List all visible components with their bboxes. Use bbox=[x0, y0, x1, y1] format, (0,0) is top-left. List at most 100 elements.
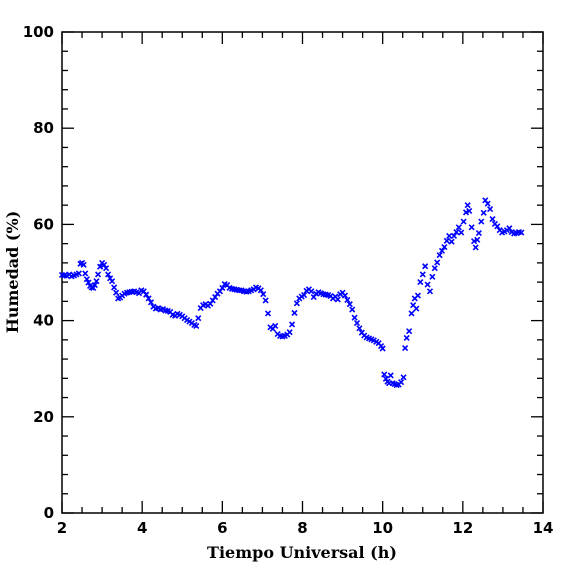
data-point bbox=[193, 322, 200, 329]
data-point bbox=[349, 306, 356, 313]
data-point bbox=[518, 229, 525, 236]
data-point bbox=[484, 200, 491, 207]
data-point bbox=[195, 315, 202, 322]
data-point bbox=[289, 321, 296, 328]
x-tick-label: 12 bbox=[452, 519, 473, 537]
y-tick-label: 40 bbox=[33, 312, 54, 330]
data-point bbox=[406, 328, 413, 335]
data-point bbox=[474, 236, 481, 243]
data-point bbox=[381, 371, 388, 378]
data-point bbox=[111, 284, 118, 291]
data-point bbox=[93, 278, 100, 285]
data-point bbox=[414, 292, 422, 299]
data-point bbox=[353, 319, 361, 327]
data-point bbox=[417, 279, 424, 286]
data-point bbox=[351, 314, 358, 321]
data-point bbox=[434, 259, 441, 266]
data-point bbox=[426, 288, 434, 295]
data-point bbox=[424, 281, 431, 288]
data-point bbox=[334, 296, 341, 303]
x-tick-label: 14 bbox=[533, 519, 554, 537]
x-axis-title: Tiempo Universal (h) bbox=[207, 543, 397, 562]
data-point bbox=[109, 278, 116, 285]
x-tick-label: 8 bbox=[297, 519, 307, 537]
data-point bbox=[429, 273, 436, 280]
data-point bbox=[82, 270, 89, 277]
data-point bbox=[90, 284, 97, 291]
data-point bbox=[403, 334, 410, 341]
data-point bbox=[97, 263, 104, 270]
data-point bbox=[408, 310, 415, 317]
data-point bbox=[450, 232, 458, 240]
data-point bbox=[446, 232, 453, 240]
data-point bbox=[301, 292, 308, 299]
x-tick-label: 2 bbox=[57, 519, 67, 537]
x-tick-label: 4 bbox=[137, 519, 147, 537]
x-tick-label: 6 bbox=[217, 519, 227, 537]
data-point bbox=[272, 322, 279, 329]
data-point bbox=[472, 244, 479, 251]
data-point bbox=[113, 289, 120, 296]
data-point bbox=[145, 295, 152, 302]
data-point bbox=[422, 263, 429, 270]
data-point bbox=[480, 209, 487, 216]
x-tick-label: 10 bbox=[372, 519, 393, 537]
data-point bbox=[83, 276, 90, 283]
data-point bbox=[460, 218, 467, 225]
data-point bbox=[487, 205, 494, 213]
data-point bbox=[257, 287, 264, 294]
data-point bbox=[260, 291, 267, 298]
data-point bbox=[346, 301, 353, 308]
data-point bbox=[85, 279, 92, 286]
data-point bbox=[387, 372, 394, 379]
plot-frame bbox=[61, 31, 544, 514]
data-point bbox=[419, 271, 426, 278]
data-point bbox=[470, 238, 478, 245]
data-point bbox=[80, 261, 87, 268]
axis-ticks bbox=[61, 31, 544, 514]
data-point bbox=[489, 216, 496, 223]
data-point bbox=[436, 252, 443, 259]
data-point bbox=[468, 224, 475, 231]
data-point bbox=[219, 284, 226, 291]
data-point bbox=[308, 288, 315, 295]
data-point bbox=[453, 229, 460, 236]
data-point bbox=[438, 247, 446, 254]
data-point bbox=[458, 229, 465, 236]
y-tick-label: 20 bbox=[33, 408, 54, 426]
y-tick-label: 80 bbox=[33, 119, 54, 137]
data-point bbox=[264, 310, 272, 317]
y-tick-label: 100 bbox=[23, 23, 54, 41]
data-point bbox=[431, 265, 438, 272]
data-point bbox=[95, 271, 102, 278]
data-point bbox=[143, 291, 150, 298]
data-points bbox=[58, 197, 525, 389]
data-point bbox=[402, 344, 409, 352]
data-point bbox=[105, 271, 112, 278]
data-point bbox=[262, 297, 269, 304]
x-tick-labels: 2 4 6 8 10 12 14 bbox=[57, 519, 554, 537]
data-point bbox=[344, 296, 351, 303]
data-point bbox=[147, 299, 155, 306]
data-point bbox=[91, 281, 98, 289]
y-tick-labels: 0 20 40 60 80 100 bbox=[23, 23, 54, 522]
data-point bbox=[103, 265, 110, 272]
data-point bbox=[462, 209, 470, 216]
data-point bbox=[466, 207, 473, 214]
data-point bbox=[75, 270, 82, 277]
data-point bbox=[398, 379, 405, 386]
data-point bbox=[101, 261, 108, 268]
data-point bbox=[464, 202, 471, 209]
data-point bbox=[400, 374, 407, 381]
data-point bbox=[379, 345, 386, 352]
data-point bbox=[341, 292, 349, 299]
data-point bbox=[441, 243, 448, 251]
data-point bbox=[478, 218, 485, 225]
data-point bbox=[475, 229, 482, 237]
data-point bbox=[293, 300, 300, 307]
data-point bbox=[448, 238, 455, 245]
data-point bbox=[455, 224, 462, 231]
data-point bbox=[286, 329, 293, 336]
y-tick-label: 60 bbox=[33, 215, 54, 233]
